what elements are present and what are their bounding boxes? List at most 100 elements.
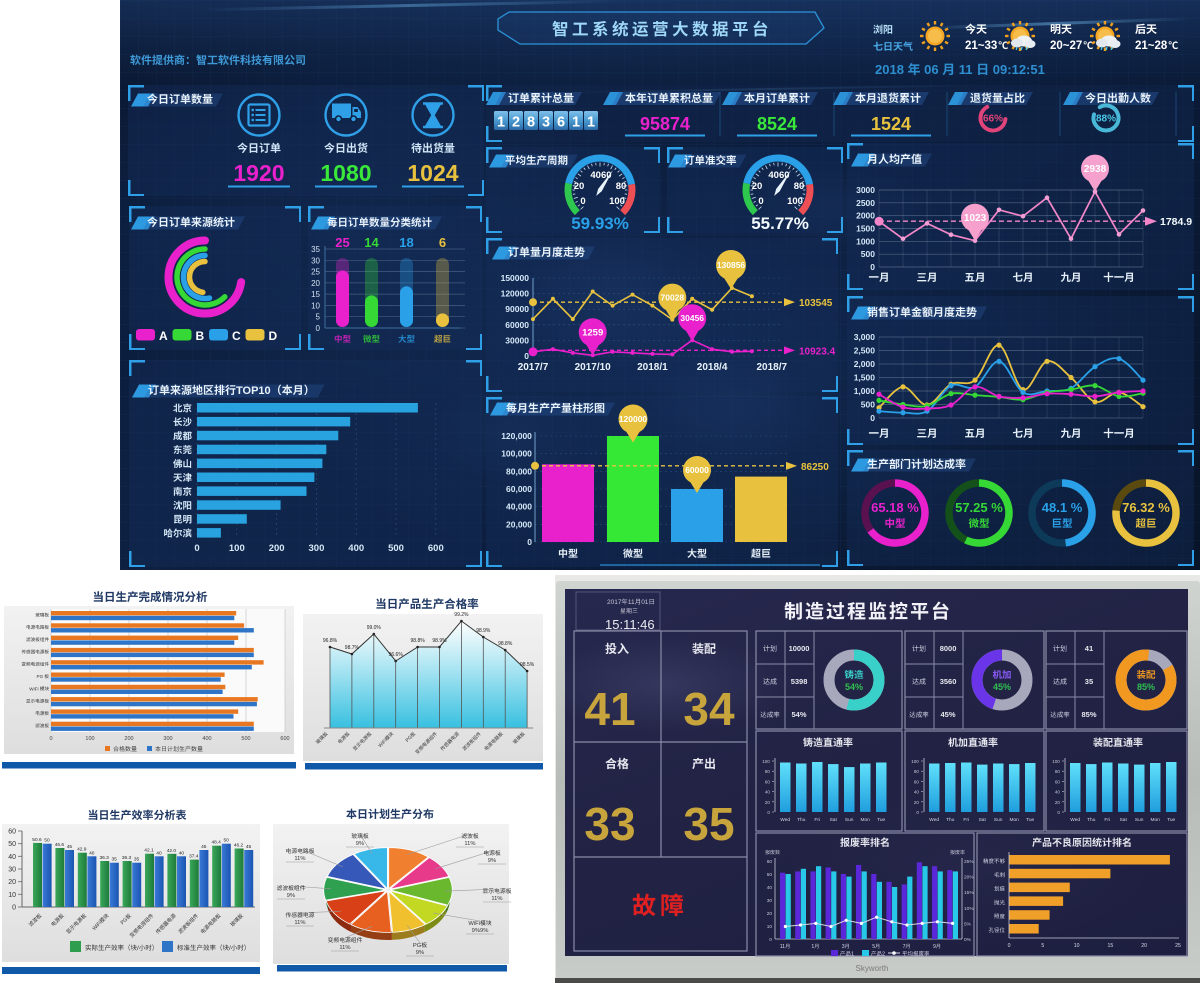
svg-text:PG: PG — [37, 674, 45, 679]
svg-text:PG: PG — [413, 943, 422, 949]
svg-text:11%: 11% — [339, 945, 350, 951]
svg-text:15: 15 — [1108, 943, 1114, 949]
svg-text:10: 10 — [311, 301, 320, 310]
svg-text:20: 20 — [752, 181, 763, 192]
svg-text:46.6: 46.6 — [55, 842, 65, 848]
svg-text:46.2: 46.2 — [234, 843, 244, 849]
svg-text:100: 100 — [229, 543, 245, 554]
svg-text:Sun: Sun — [994, 817, 1003, 823]
svg-text:20~27: 20~27 — [1050, 40, 1082, 52]
svg-text:10: 10 — [8, 892, 16, 899]
svg-text:1023: 1023 — [964, 213, 987, 224]
svg-text:15%: 15% — [964, 890, 974, 896]
svg-text:45%: 45% — [941, 710, 956, 719]
svg-text:2018/7: 2018/7 — [757, 362, 788, 373]
svg-text:600: 600 — [280, 736, 289, 742]
svg-text:40: 40 — [765, 790, 771, 795]
svg-text:35: 35 — [1085, 677, 1093, 686]
svg-text:Wed: Wed — [780, 817, 790, 823]
svg-text:50.6: 50.6 — [32, 837, 42, 843]
svg-text:3560: 3560 — [940, 677, 957, 686]
svg-text:57.25 %: 57.25 % — [955, 500, 1003, 515]
svg-text:PG: PG — [120, 917, 130, 927]
svg-text:98.9%: 98.9% — [476, 628, 491, 634]
svg-text:Sun: Sun — [1135, 817, 1144, 823]
svg-text:Tue: Tue — [1167, 817, 1175, 823]
svg-text:Sat: Sat — [979, 817, 987, 823]
svg-text:98.5%: 98.5% — [520, 662, 535, 668]
svg-text:9%: 9% — [488, 858, 496, 864]
svg-text:54%: 54% — [792, 710, 807, 719]
svg-text:100: 100 — [85, 736, 94, 742]
svg-text:48.4: 48.4 — [212, 840, 222, 846]
svg-text:65.18 %: 65.18 % — [871, 500, 919, 515]
svg-text:5: 5 — [316, 313, 321, 322]
svg-text:11%: 11% — [294, 856, 305, 862]
svg-text:95874: 95874 — [640, 114, 690, 134]
svg-text:37.4: 37.4 — [189, 854, 199, 860]
svg-text:66%: 66% — [983, 114, 1003, 125]
svg-text:2017/10: 2017/10 — [575, 362, 612, 373]
svg-text:1: 1 — [587, 115, 595, 131]
svg-text:D: D — [269, 329, 278, 343]
svg-text:0: 0 — [12, 905, 16, 912]
svg-text:TOP10: TOP10 — [236, 385, 271, 397]
svg-text:0: 0 — [769, 937, 772, 943]
svg-text:4060: 4060 — [768, 170, 789, 181]
svg-text:400: 400 — [202, 736, 211, 742]
svg-text:3: 3 — [542, 115, 550, 131]
svg-text:5398: 5398 — [791, 677, 808, 686]
svg-text:40: 40 — [156, 850, 162, 856]
svg-text:0: 0 — [194, 543, 199, 554]
svg-text:34: 34 — [683, 683, 735, 735]
svg-text:1,500: 1,500 — [854, 373, 876, 383]
svg-text:11: 11 — [628, 599, 635, 606]
svg-text:Thu: Thu — [1087, 817, 1096, 823]
svg-text:40: 40 — [1055, 790, 1061, 795]
svg-text:1: 1 — [497, 115, 505, 131]
svg-text:11%: 11% — [464, 841, 475, 847]
svg-text:0: 0 — [758, 196, 763, 207]
svg-text:98.8%: 98.8% — [411, 638, 426, 644]
svg-text:14: 14 — [364, 235, 379, 250]
svg-text:1920: 1920 — [233, 160, 284, 186]
svg-text:40: 40 — [914, 790, 920, 795]
svg-text:45%: 45% — [993, 682, 1011, 692]
svg-text:1500: 1500 — [856, 224, 875, 234]
svg-text:35: 35 — [134, 857, 140, 863]
svg-text:2: 2 — [512, 115, 520, 131]
svg-text:Fri: Fri — [963, 817, 969, 823]
svg-text:300: 300 — [309, 543, 325, 554]
svg-text:20: 20 — [311, 279, 320, 288]
svg-text:2000: 2000 — [856, 211, 875, 221]
svg-text:50: 50 — [224, 838, 230, 844]
svg-text:15: 15 — [311, 290, 320, 299]
svg-text:1784.9: 1784.9 — [1160, 216, 1192, 228]
svg-text:5%: 5% — [964, 921, 972, 927]
svg-text:80: 80 — [914, 769, 920, 774]
svg-text:100: 100 — [911, 759, 919, 764]
svg-text:5: 5 — [1041, 943, 1044, 949]
svg-text:8524: 8524 — [757, 114, 797, 134]
svg-text:25: 25 — [335, 235, 349, 250]
svg-text:85%: 85% — [1082, 710, 1097, 719]
svg-text:200: 200 — [269, 543, 285, 554]
svg-text:21~33: 21~33 — [965, 40, 997, 52]
svg-text:20: 20 — [1055, 800, 1061, 805]
svg-text:60: 60 — [767, 859, 773, 865]
svg-text:9%: 9% — [356, 841, 364, 847]
svg-text:45: 45 — [246, 844, 252, 850]
svg-text:50: 50 — [767, 872, 773, 878]
svg-text:76.32 %: 76.32 % — [1122, 500, 1170, 515]
svg-text:25: 25 — [1175, 943, 1181, 949]
svg-text:50: 50 — [44, 838, 50, 844]
svg-text:100: 100 — [762, 759, 770, 764]
svg-text:Mon: Mon — [1151, 817, 1161, 823]
svg-text:8: 8 — [527, 115, 535, 131]
svg-text:20: 20 — [8, 879, 16, 886]
svg-text:80: 80 — [1055, 769, 1061, 774]
svg-text:98.8%: 98.8% — [498, 641, 513, 647]
svg-text:Thu: Thu — [797, 817, 806, 823]
svg-text:98.7%: 98.7% — [345, 645, 360, 651]
svg-text:59.93%: 59.93% — [571, 214, 629, 233]
